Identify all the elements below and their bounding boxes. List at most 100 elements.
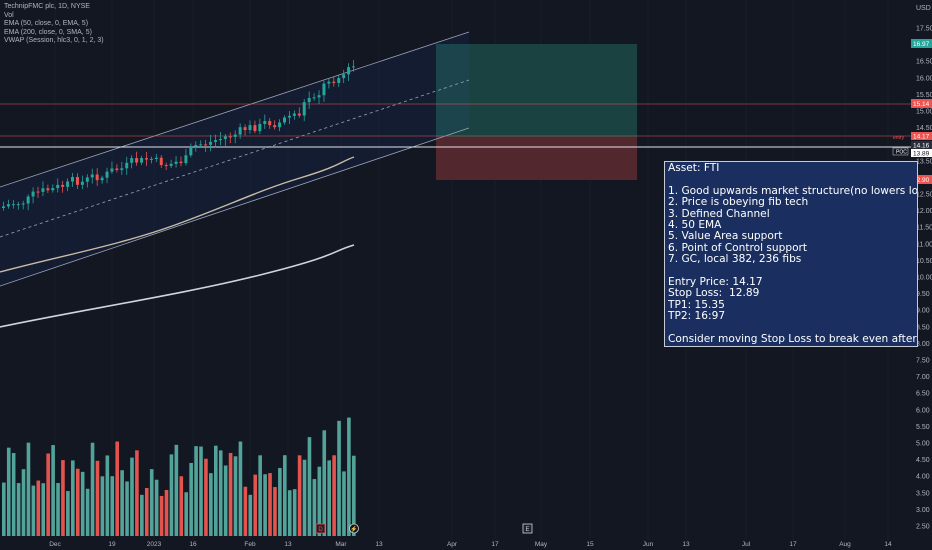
price-tick: 15.00 bbox=[916, 109, 932, 116]
volume-bar bbox=[154, 479, 159, 536]
price-tick: 12.50 bbox=[916, 192, 932, 199]
price-tick: 6.00 bbox=[916, 407, 930, 414]
candle-body bbox=[312, 97, 316, 99]
note-tp1: TP1: 15.35 bbox=[668, 298, 725, 311]
candle-body bbox=[233, 134, 237, 137]
candle-body bbox=[100, 177, 104, 181]
volume-bar bbox=[16, 483, 21, 536]
legend-ema50[interactable]: EMA (50, close, 0, EMA, 5) bbox=[4, 20, 89, 28]
price-tick: 13.50 bbox=[916, 158, 932, 165]
volume-bar bbox=[189, 462, 193, 536]
price-tick: 3.00 bbox=[916, 507, 930, 514]
volume-bar bbox=[278, 467, 282, 536]
channel-mid-line[interactable] bbox=[0, 79, 470, 238]
candle-body bbox=[164, 165, 168, 167]
volume-bar bbox=[238, 441, 243, 536]
svg-text:D: D bbox=[318, 527, 323, 533]
time-tick: 19 bbox=[108, 541, 116, 548]
volume-bar bbox=[115, 441, 119, 536]
candle-body bbox=[36, 191, 40, 193]
price-tick: 11.00 bbox=[916, 241, 932, 248]
trade-idea-note[interactable]: Asset: FTI 1. Good upwards market struct… bbox=[664, 161, 918, 347]
channel-upper-line[interactable] bbox=[0, 31, 470, 188]
price-tick: 16.50 bbox=[916, 59, 932, 66]
dividend-event-icon[interactable]: D bbox=[315, 523, 326, 534]
volume-bar bbox=[218, 450, 223, 536]
candle-body bbox=[135, 158, 139, 163]
svg-text:entry: entry bbox=[893, 135, 905, 141]
candle-body bbox=[179, 161, 183, 164]
legend-ema200[interactable]: EMA (200, close, 0, SMA, 5) bbox=[4, 28, 92, 36]
candle-body bbox=[302, 102, 306, 116]
volume-bar bbox=[144, 487, 149, 536]
price-tick: 7.50 bbox=[916, 358, 930, 365]
candle-body bbox=[26, 196, 30, 204]
legend-vwap[interactable]: VWAP (Session, hlc3, 0, 1, 2, 3) bbox=[4, 37, 104, 45]
volume-bar bbox=[342, 471, 346, 536]
candle-body bbox=[209, 141, 213, 145]
legend-volume[interactable]: Vol bbox=[4, 11, 14, 19]
candle-body bbox=[140, 158, 144, 163]
volume-bar bbox=[302, 459, 307, 536]
candle-body bbox=[120, 168, 124, 170]
candle-body bbox=[204, 144, 208, 146]
currency-label: USD bbox=[916, 5, 931, 12]
candle-body bbox=[283, 117, 287, 123]
candle-body bbox=[317, 95, 321, 98]
price-tick: 6.50 bbox=[916, 391, 930, 398]
volume-bar bbox=[268, 473, 272, 536]
volume-bar bbox=[61, 460, 65, 536]
candle-body bbox=[31, 191, 35, 197]
candle-body bbox=[332, 81, 336, 83]
channel-lower-line[interactable] bbox=[0, 127, 470, 287]
candle-body bbox=[352, 66, 356, 68]
stop-zone[interactable] bbox=[436, 137, 637, 180]
candle-body bbox=[184, 155, 188, 164]
volume-bar bbox=[149, 469, 154, 536]
candle-body bbox=[268, 121, 272, 126]
volume-bar bbox=[85, 488, 90, 536]
volume-bar bbox=[120, 470, 124, 536]
volume-bar bbox=[307, 437, 312, 536]
candle-body bbox=[130, 158, 134, 163]
candle-body bbox=[149, 158, 153, 160]
volume-bar bbox=[223, 465, 228, 536]
time-tick: Jun bbox=[643, 541, 654, 548]
volume-bar bbox=[21, 469, 26, 536]
candle-body bbox=[125, 162, 129, 169]
price-tick: 3.50 bbox=[916, 490, 930, 497]
flash-event-icon[interactable]: ⚡ bbox=[349, 523, 359, 534]
svg-text:13.89: 13.89 bbox=[913, 151, 930, 158]
time-tick: Jul bbox=[742, 541, 751, 548]
volume-bar bbox=[164, 490, 169, 536]
time-tick: 14 bbox=[884, 541, 892, 548]
legend-symbol[interactable]: TechnipFMC plc, 1D, NYSE bbox=[4, 3, 90, 10]
candle-body bbox=[90, 174, 94, 178]
candle-body bbox=[342, 74, 346, 79]
candlesticks[interactable] bbox=[2, 60, 356, 211]
time-tick: 13 bbox=[375, 541, 383, 548]
time-tick: Mar bbox=[335, 541, 347, 548]
time-axis[interactable]: Dec 19 2023 16 Feb 13 Mar 13 Apr 17 May 15 Jun 13 Jul 1… bbox=[49, 541, 892, 548]
volume-bar bbox=[332, 455, 336, 536]
candle-body bbox=[21, 203, 25, 205]
time-tick: Dec bbox=[49, 541, 61, 548]
time-tick: Aug bbox=[839, 541, 851, 548]
time-tick: 15 bbox=[586, 541, 594, 548]
candle-body bbox=[223, 136, 227, 139]
earnings-event-icon[interactable]: E bbox=[522, 523, 533, 534]
ema200-line[interactable] bbox=[0, 244, 355, 328]
target-zone[interactable] bbox=[436, 44, 637, 137]
chart-legend: TechnipFMC plc, 1D, NYSE Vol EMA (50, cl… bbox=[4, 3, 104, 46]
volume-bar bbox=[204, 458, 208, 536]
price-tick: 11.50 bbox=[916, 225, 932, 232]
volume-bar bbox=[283, 455, 287, 536]
price-tick: 17.50 bbox=[916, 26, 932, 33]
candle-body bbox=[238, 127, 242, 135]
note-line-3: 3. Defined Channel bbox=[668, 207, 770, 220]
candle-body bbox=[159, 157, 163, 166]
candle-body bbox=[75, 176, 79, 185]
ema50-line[interactable] bbox=[0, 156, 355, 273]
price-tick: 10.00 bbox=[916, 275, 932, 282]
volume-bar bbox=[253, 474, 258, 536]
